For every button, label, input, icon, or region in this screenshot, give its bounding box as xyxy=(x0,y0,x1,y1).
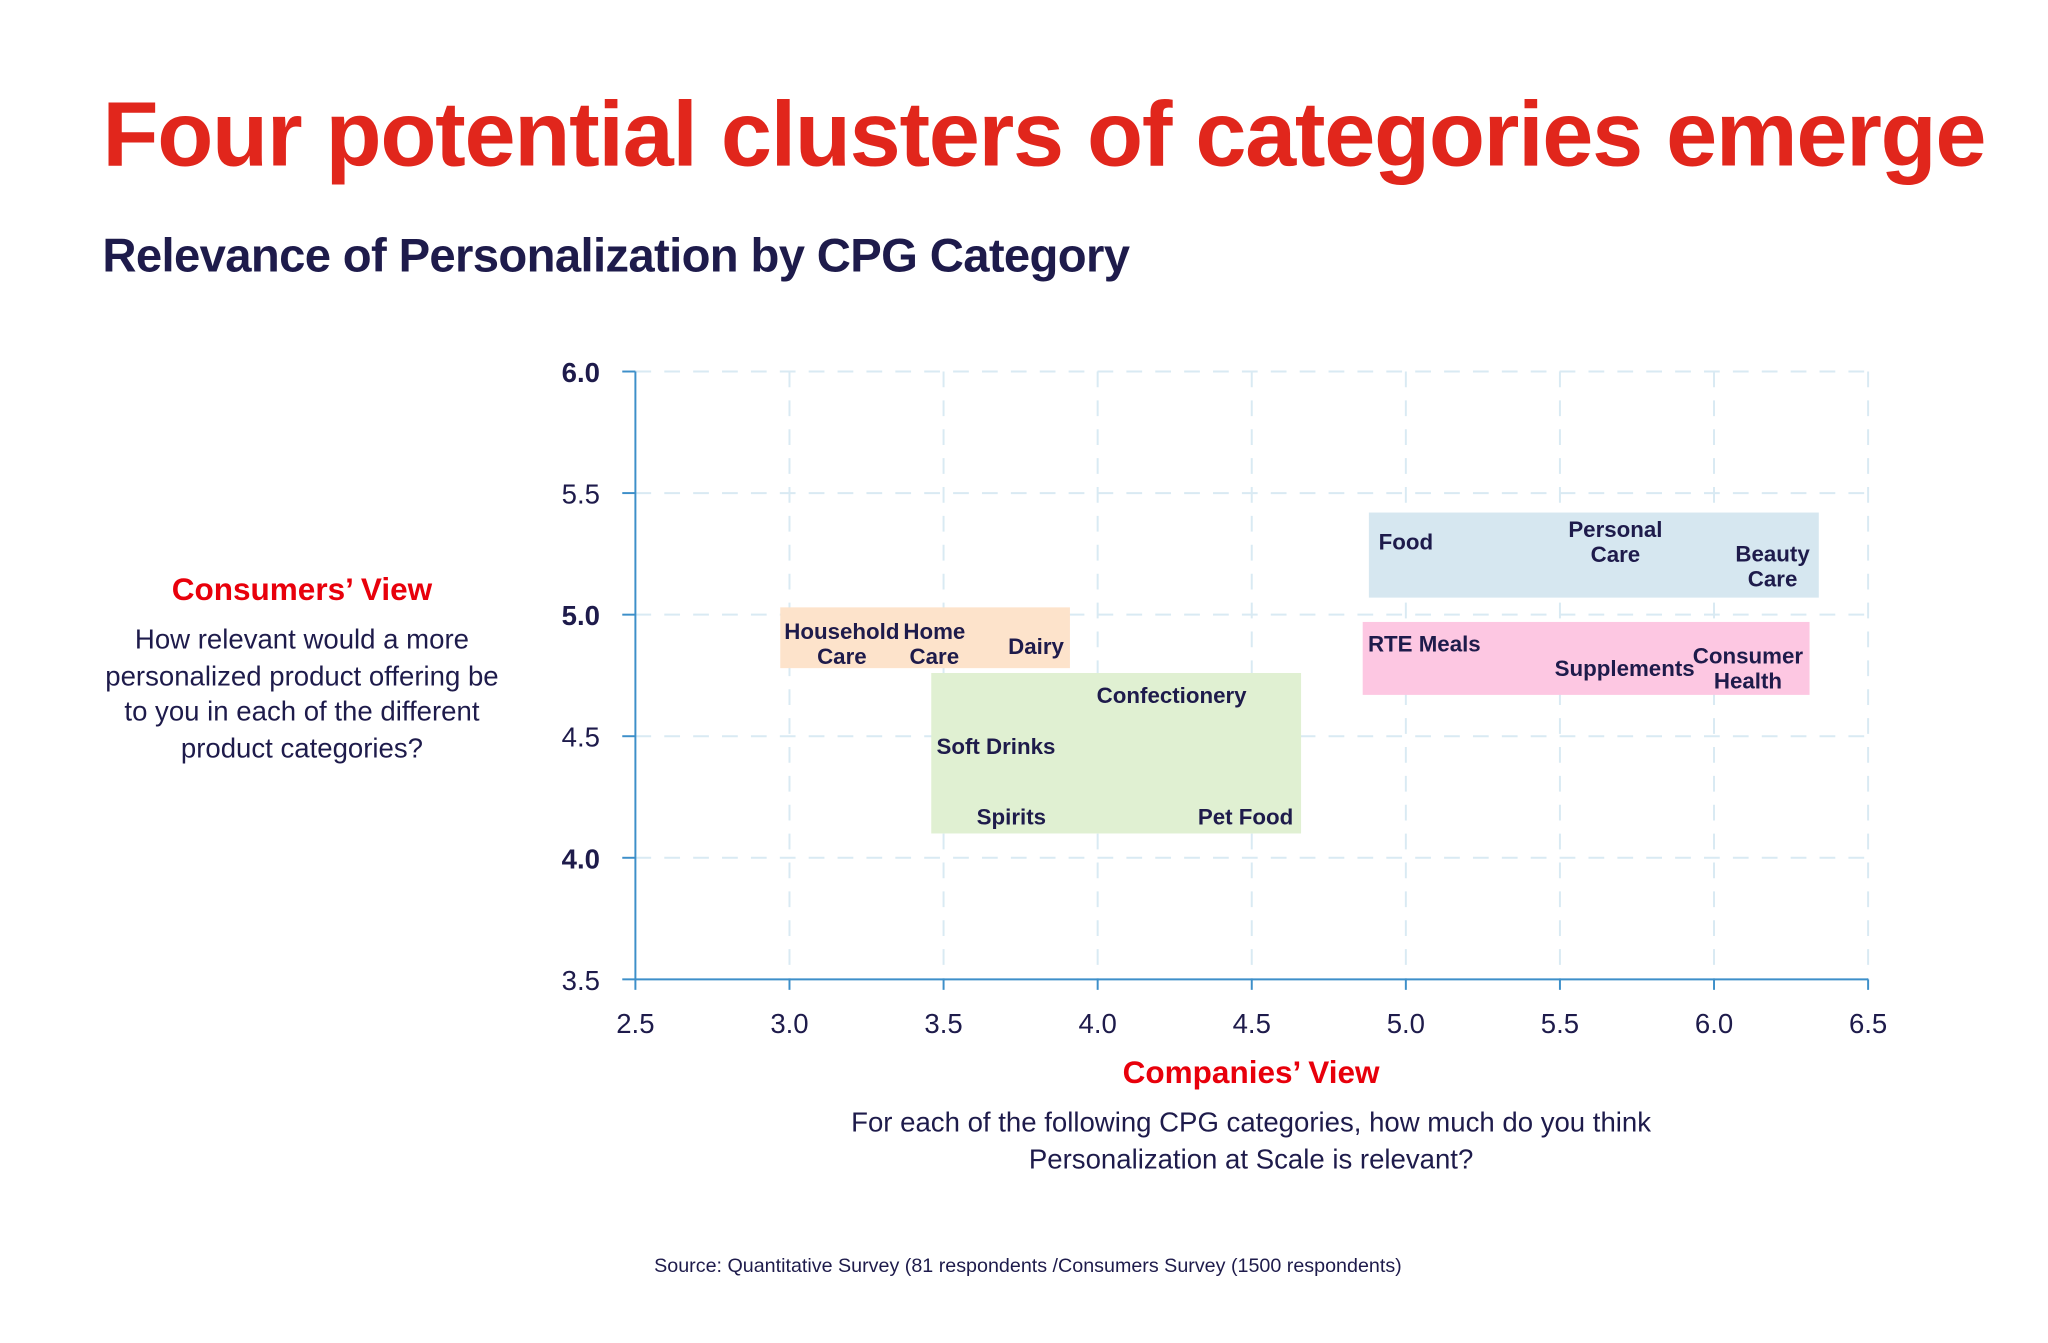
y-tick-label: 5.5 xyxy=(562,479,600,510)
x-tick-label: 5.5 xyxy=(1541,1008,1579,1039)
x-axis-description: Companies’ View For each of the followin… xyxy=(788,1055,1715,1177)
category-label: Home Care xyxy=(903,619,965,669)
cluster-box xyxy=(931,673,1302,834)
y-tick-label: 4.0 xyxy=(562,843,600,874)
x-axis-title: Companies’ View xyxy=(1122,1055,1380,1091)
cluster-box xyxy=(1368,512,1819,598)
category-label: Pet Food xyxy=(1198,804,1293,829)
category-label: Food xyxy=(1379,530,1433,555)
category-label: Household Care xyxy=(784,619,899,669)
y-tick-label: 6.0 xyxy=(562,357,600,388)
category-label: Dairy xyxy=(1008,634,1064,659)
y-tick-label: 3.5 xyxy=(562,965,600,996)
category-label: Personal Care xyxy=(1568,517,1662,567)
x-tick-label: 3.0 xyxy=(770,1008,808,1039)
category-label: Supplements xyxy=(1555,656,1695,681)
x-tick-label: 2.5 xyxy=(616,1008,654,1039)
x-tick-label: 5.0 xyxy=(1387,1008,1425,1039)
cluster-box xyxy=(780,607,1070,669)
source-note: Source: Quantitative Survey (81 responde… xyxy=(654,1255,1402,1278)
x-tick-label: 6.5 xyxy=(1849,1008,1887,1039)
category-label: Confectionery xyxy=(1097,683,1248,708)
x-axis-question: For each of the following CPG categories… xyxy=(851,1108,1652,1175)
cluster-box xyxy=(1362,621,1810,695)
y-tick-label: 4.5 xyxy=(562,722,600,753)
x-tick-label: 4.0 xyxy=(1079,1008,1117,1039)
x-tick-label: 3.5 xyxy=(924,1008,962,1039)
slide-title: Four potential clusters of categories em… xyxy=(102,82,1986,186)
category-label: Spirits xyxy=(977,804,1046,829)
y-axis-question: How relevant would a more personalized p… xyxy=(105,624,499,764)
y-tick-label: 5.0 xyxy=(562,600,600,631)
y-axis-description: Consumers’ View How relevant would a mor… xyxy=(92,572,512,766)
category-label: Beauty Care xyxy=(1735,541,1810,591)
category-label: Soft Drinks xyxy=(936,734,1055,759)
category-label: Consumer Health xyxy=(1693,644,1804,694)
chart-subtitle: Relevance of Personalization by CPG Cate… xyxy=(102,228,1130,283)
category-label: RTE Meals xyxy=(1368,632,1481,657)
x-tick-label: 4.5 xyxy=(1233,1008,1271,1039)
x-tick-label: 6.0 xyxy=(1695,1008,1733,1039)
y-axis-title: Consumers’ View xyxy=(171,572,433,608)
